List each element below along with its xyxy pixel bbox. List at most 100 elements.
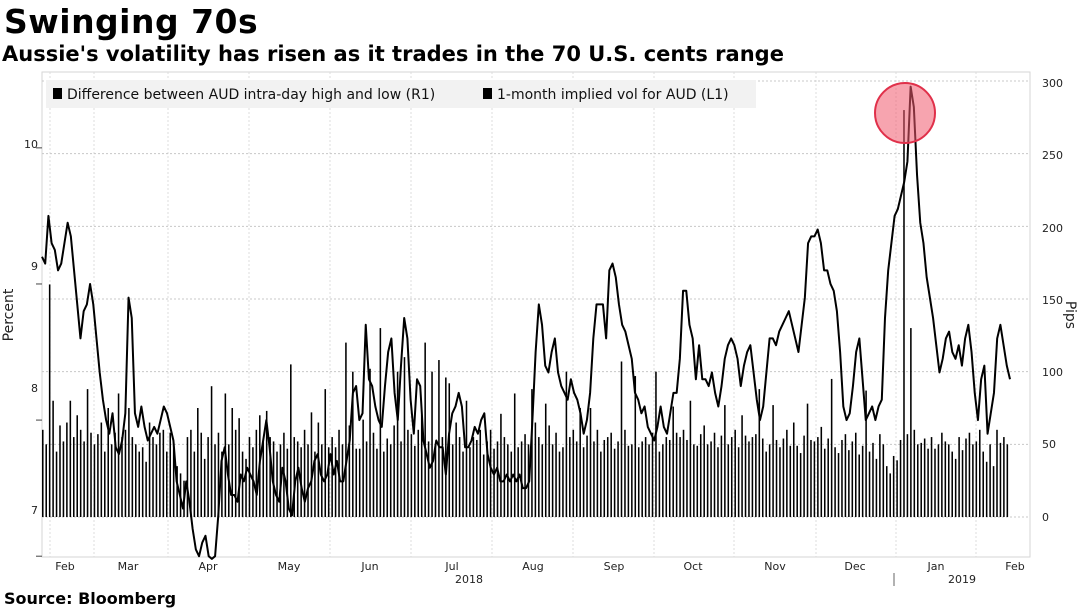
implied-vol-line bbox=[41, 85, 1011, 560]
highlight-circle bbox=[874, 82, 936, 144]
range-bar bbox=[513, 393, 516, 517]
range-bar bbox=[789, 445, 792, 517]
range-bar bbox=[42, 429, 44, 517]
range-bar bbox=[858, 454, 860, 517]
month-label-sep: Sep bbox=[604, 560, 625, 573]
range-bar bbox=[565, 371, 568, 517]
range-bar bbox=[458, 437, 461, 517]
range-bar bbox=[979, 429, 981, 517]
range-bar bbox=[128, 408, 130, 517]
range-bar bbox=[76, 415, 78, 517]
range-bar bbox=[724, 405, 726, 517]
range-bar bbox=[658, 451, 661, 517]
range-bar bbox=[699, 434, 702, 517]
range-bar bbox=[865, 390, 867, 517]
range-bar bbox=[276, 451, 278, 517]
range-bar bbox=[135, 444, 137, 517]
range-bar bbox=[369, 368, 371, 517]
range-bar bbox=[479, 429, 482, 517]
legend: Difference between AUD intra-day high an… bbox=[46, 80, 756, 108]
range-bar bbox=[66, 422, 68, 517]
range-bar bbox=[434, 444, 437, 517]
range-bar bbox=[424, 342, 426, 517]
range-bar bbox=[644, 437, 647, 517]
range-bar bbox=[727, 444, 730, 517]
range-bar bbox=[589, 408, 592, 517]
range-bar bbox=[748, 441, 750, 517]
range-bar bbox=[324, 389, 327, 517]
left-tick-9: 9 bbox=[31, 260, 38, 273]
range-bar bbox=[500, 413, 502, 517]
range-bar bbox=[431, 371, 433, 517]
range-bar bbox=[231, 408, 234, 517]
legend-swatch-range bbox=[53, 88, 62, 99]
range-bar bbox=[365, 441, 368, 517]
range-bar bbox=[786, 429, 788, 517]
range-bar bbox=[910, 328, 912, 517]
range-bar bbox=[121, 437, 123, 517]
range-bar bbox=[555, 432, 557, 517]
range-bar bbox=[448, 383, 451, 517]
range-bar bbox=[548, 425, 550, 517]
range-bar bbox=[551, 444, 554, 517]
range-bar bbox=[269, 437, 271, 517]
range-bar bbox=[200, 432, 203, 517]
range-bar bbox=[603, 439, 606, 517]
range-bar bbox=[383, 451, 385, 517]
range-bar bbox=[637, 447, 640, 517]
range-bar bbox=[582, 447, 585, 517]
range-bar bbox=[872, 442, 874, 517]
range-bar bbox=[672, 406, 674, 517]
month-label-jan: Jan bbox=[927, 560, 945, 573]
range-bar bbox=[606, 437, 609, 517]
source-note: Source: Bloomberg bbox=[4, 589, 177, 608]
range-bar bbox=[172, 441, 175, 517]
range-bar bbox=[734, 429, 736, 517]
range-bar bbox=[141, 447, 144, 517]
range-bar bbox=[579, 408, 581, 517]
range-bar bbox=[117, 393, 120, 517]
month-label-aug: Aug bbox=[522, 560, 543, 573]
range-bar bbox=[245, 458, 247, 517]
range-bar bbox=[217, 432, 220, 517]
range-bar bbox=[989, 444, 991, 517]
range-bar bbox=[558, 451, 561, 517]
range-bar bbox=[86, 389, 89, 517]
range-bar bbox=[524, 434, 526, 517]
range-bar bbox=[889, 473, 891, 517]
month-label-jul: Jul bbox=[444, 560, 458, 573]
range-bar bbox=[262, 439, 265, 517]
range-bar bbox=[221, 451, 223, 517]
range-bar bbox=[947, 444, 950, 517]
range-bar bbox=[744, 435, 747, 517]
range-bar bbox=[586, 435, 588, 517]
range-bar bbox=[954, 458, 957, 517]
range-bar bbox=[689, 400, 692, 517]
range-bar bbox=[355, 448, 358, 517]
range-bar bbox=[203, 458, 206, 517]
range-bar bbox=[958, 437, 960, 517]
range-bar bbox=[906, 434, 909, 517]
range-bar bbox=[462, 451, 464, 517]
range-bar bbox=[930, 437, 933, 517]
range-bar bbox=[255, 429, 258, 517]
range-bar bbox=[314, 451, 316, 517]
line-series bbox=[41, 85, 1011, 560]
range-bar bbox=[720, 435, 723, 517]
range-bar bbox=[214, 444, 216, 517]
range-bar bbox=[166, 451, 168, 517]
range-bar bbox=[617, 441, 619, 517]
range-bar bbox=[741, 415, 743, 517]
range-bar bbox=[358, 448, 361, 517]
range-bar bbox=[730, 437, 733, 517]
range-bar bbox=[193, 451, 196, 517]
range-bar bbox=[376, 448, 378, 517]
range-bar bbox=[703, 425, 705, 517]
range-bar bbox=[389, 444, 392, 517]
month-label-nov: Nov bbox=[764, 560, 786, 573]
range-bar bbox=[624, 429, 626, 517]
range-bar bbox=[469, 447, 471, 517]
left-tick-7: 7 bbox=[31, 504, 38, 517]
range-bar bbox=[627, 445, 630, 517]
right-tick-100: 100 bbox=[1042, 366, 1063, 379]
